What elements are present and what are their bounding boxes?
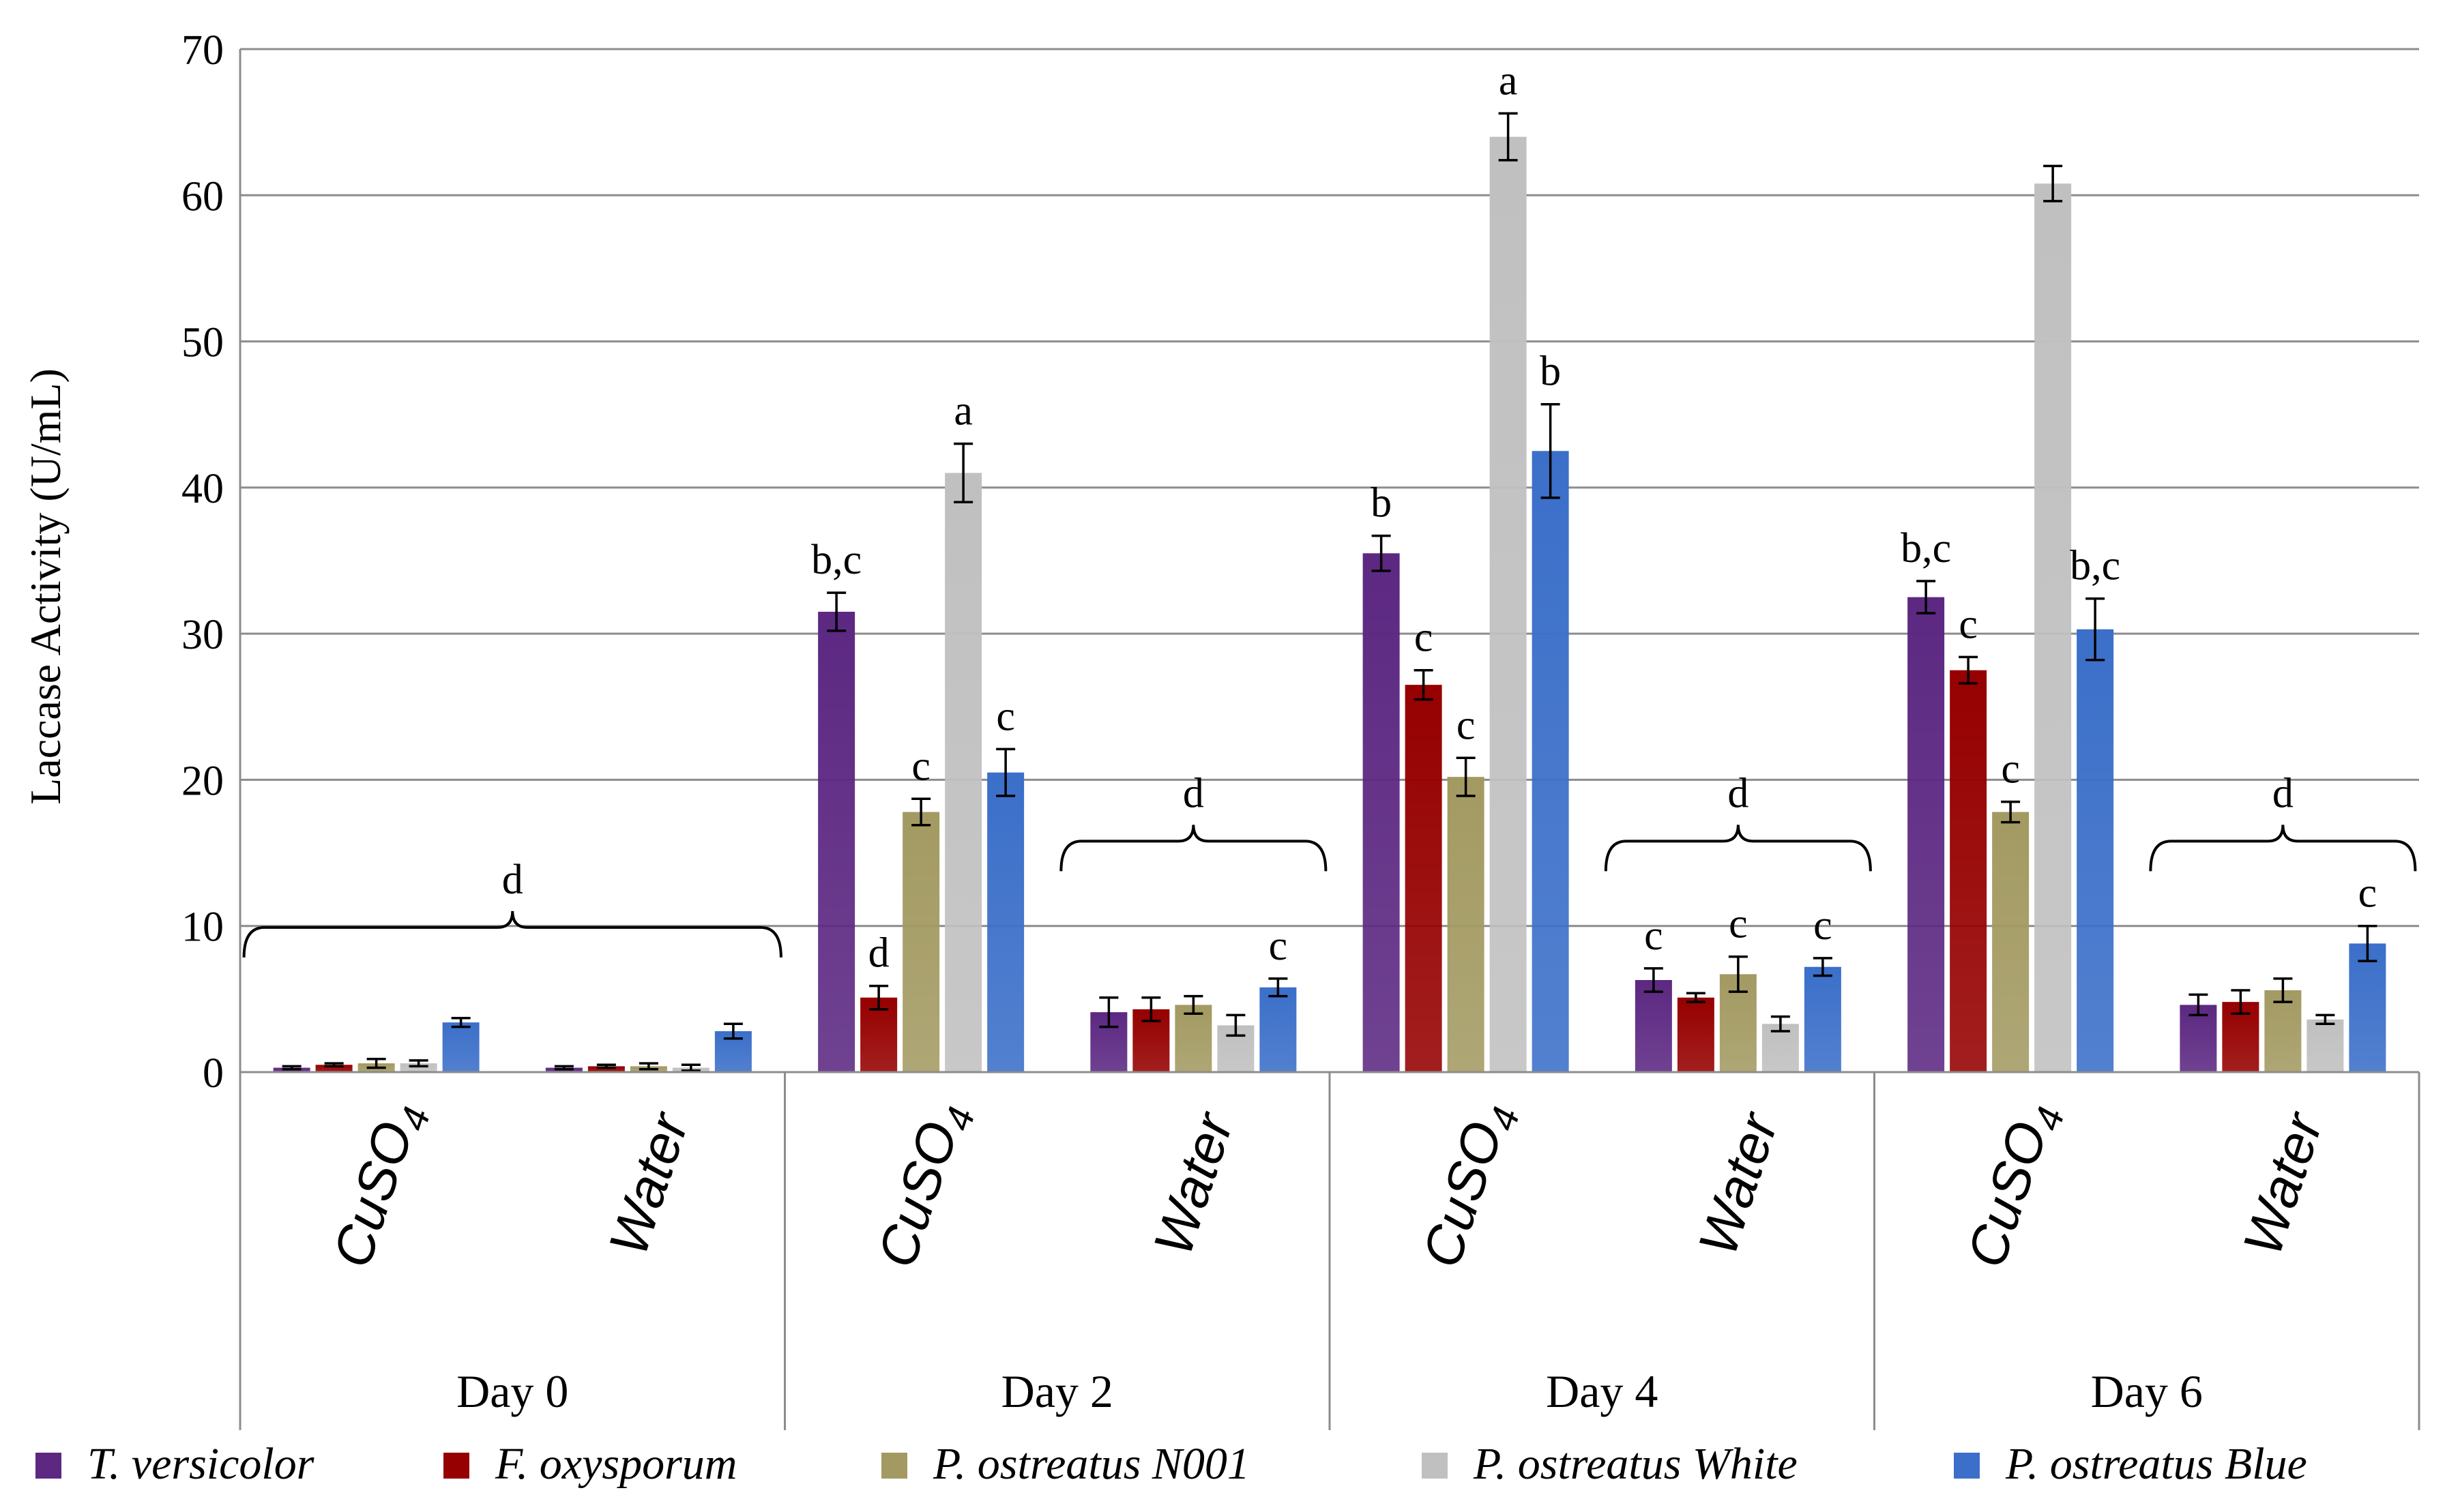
bar [903,812,940,1072]
y-tick-label: 70 [181,27,224,74]
legend-label: P. ostreatus N001 [933,1439,1250,1489]
treatment-name: Water [1687,1104,1790,1262]
gridlines [240,48,2419,928]
legend-swatch [1422,1453,1448,1479]
legend: T. versicolor F. oxysporum P. ostreatus N0… [35,1439,2307,1489]
bracket [242,910,782,958]
significance-label: c [2001,746,2020,792]
y-tick-label: 10 [181,904,224,951]
y-tick-label: 50 [181,320,224,366]
day-label: Day 4 [1546,1365,1658,1417]
day-label: Day 0 [456,1365,568,1417]
bracket [2149,825,2417,872]
bar [1447,777,1484,1072]
significance-label: c [1729,901,1748,947]
treatment-name: CuSO [321,1114,425,1275]
treatment-label: Water [2231,1104,2334,1262]
bar [2034,183,2072,1073]
bar [818,612,855,1072]
significance-label: b,c [2070,543,2120,589]
bar [987,772,1025,1072]
bar [2307,1019,2344,1072]
bracket-label: d [1183,770,1204,816]
treatment-label: Water [1687,1104,1790,1262]
significance-label: b,c [811,537,862,583]
significance-label: c [1959,601,1978,647]
bar [442,1022,480,1072]
bar [1362,553,1400,1072]
y-tick-label: 60 [181,173,224,220]
bar [1532,451,1569,1072]
significance-label: b [1540,349,1561,395]
significance-label: c [996,693,1015,739]
legend-swatch [35,1453,61,1479]
significance-label: c [911,743,931,789]
significance-label: a [1499,57,1518,104]
bar [1259,987,1297,1072]
legend-label: F. oxysporum [495,1439,737,1489]
bar [1405,685,1442,1072]
significance-label: c [1269,923,1288,969]
bracket-label: d [2272,770,2294,816]
bars [273,136,2386,1073]
bar [2264,990,2302,1072]
bar [587,1066,625,1072]
significance-label: a [954,388,973,434]
y-tick-label: 30 [181,612,224,658]
bar [1677,997,1714,1072]
bar [2349,943,2386,1072]
bar [945,473,982,1072]
significance-label: c [1456,702,1476,748]
significance-label: d [868,930,890,977]
bar [2077,629,2114,1072]
treatment-name: CuSO [866,1114,969,1275]
legend-swatch [443,1453,469,1479]
day-label: Day 2 [1001,1365,1113,1417]
significance-label: b [1371,480,1392,527]
error-bars [282,112,2377,1072]
significance-label: c [1414,614,1433,661]
significance-label: b,c [1901,525,1951,572]
y-tick-label: 40 [181,466,224,512]
significance-label: c [1644,913,1663,959]
legend-label: P. ostreatus White [1473,1439,1798,1489]
treatment-name: CuSO [1411,1114,1514,1275]
significance-label: c [1813,902,1832,949]
day-label: Day 6 [2091,1365,2203,1417]
legend-swatch [1954,1453,1980,1479]
bar [1950,670,1987,1072]
treatment-label: CuSO4 [866,1094,983,1277]
treatment-label: Water [598,1104,701,1262]
bar [1907,597,1945,1072]
treatment-name: Water [1142,1104,1245,1262]
bar [1992,812,2030,1072]
legend-swatch [881,1453,907,1479]
legend-label: P. ostreatus Blue [2005,1439,2307,1489]
bracket-label: d [502,857,523,903]
bar [1804,966,1841,1072]
significance-label: c [2358,870,2377,917]
treatment-name: Water [598,1104,701,1262]
bracket [1059,825,1328,872]
treatment-label: CuSO4 [1955,1094,2073,1277]
bar [1635,980,1672,1072]
treatment-name: CuSO [1955,1114,2059,1275]
legend-label: T. versicolor [87,1439,314,1489]
treatment-label: CuSO4 [321,1094,439,1277]
bar [315,1065,353,1072]
bar [1175,1005,1212,1072]
treatment-label: CuSO4 [1411,1094,1528,1277]
y-tick-label: 20 [181,758,224,804]
treatment-name: Water [2231,1104,2334,1262]
treatment-label: Water [1142,1104,1245,1262]
bracket [1604,825,1872,872]
bar [1489,136,1527,1073]
y-tick-label: 0 [203,1050,224,1097]
bracket-label: d [1727,770,1748,816]
y-axis-title: Laccase Activity (U/mL) [21,368,70,805]
